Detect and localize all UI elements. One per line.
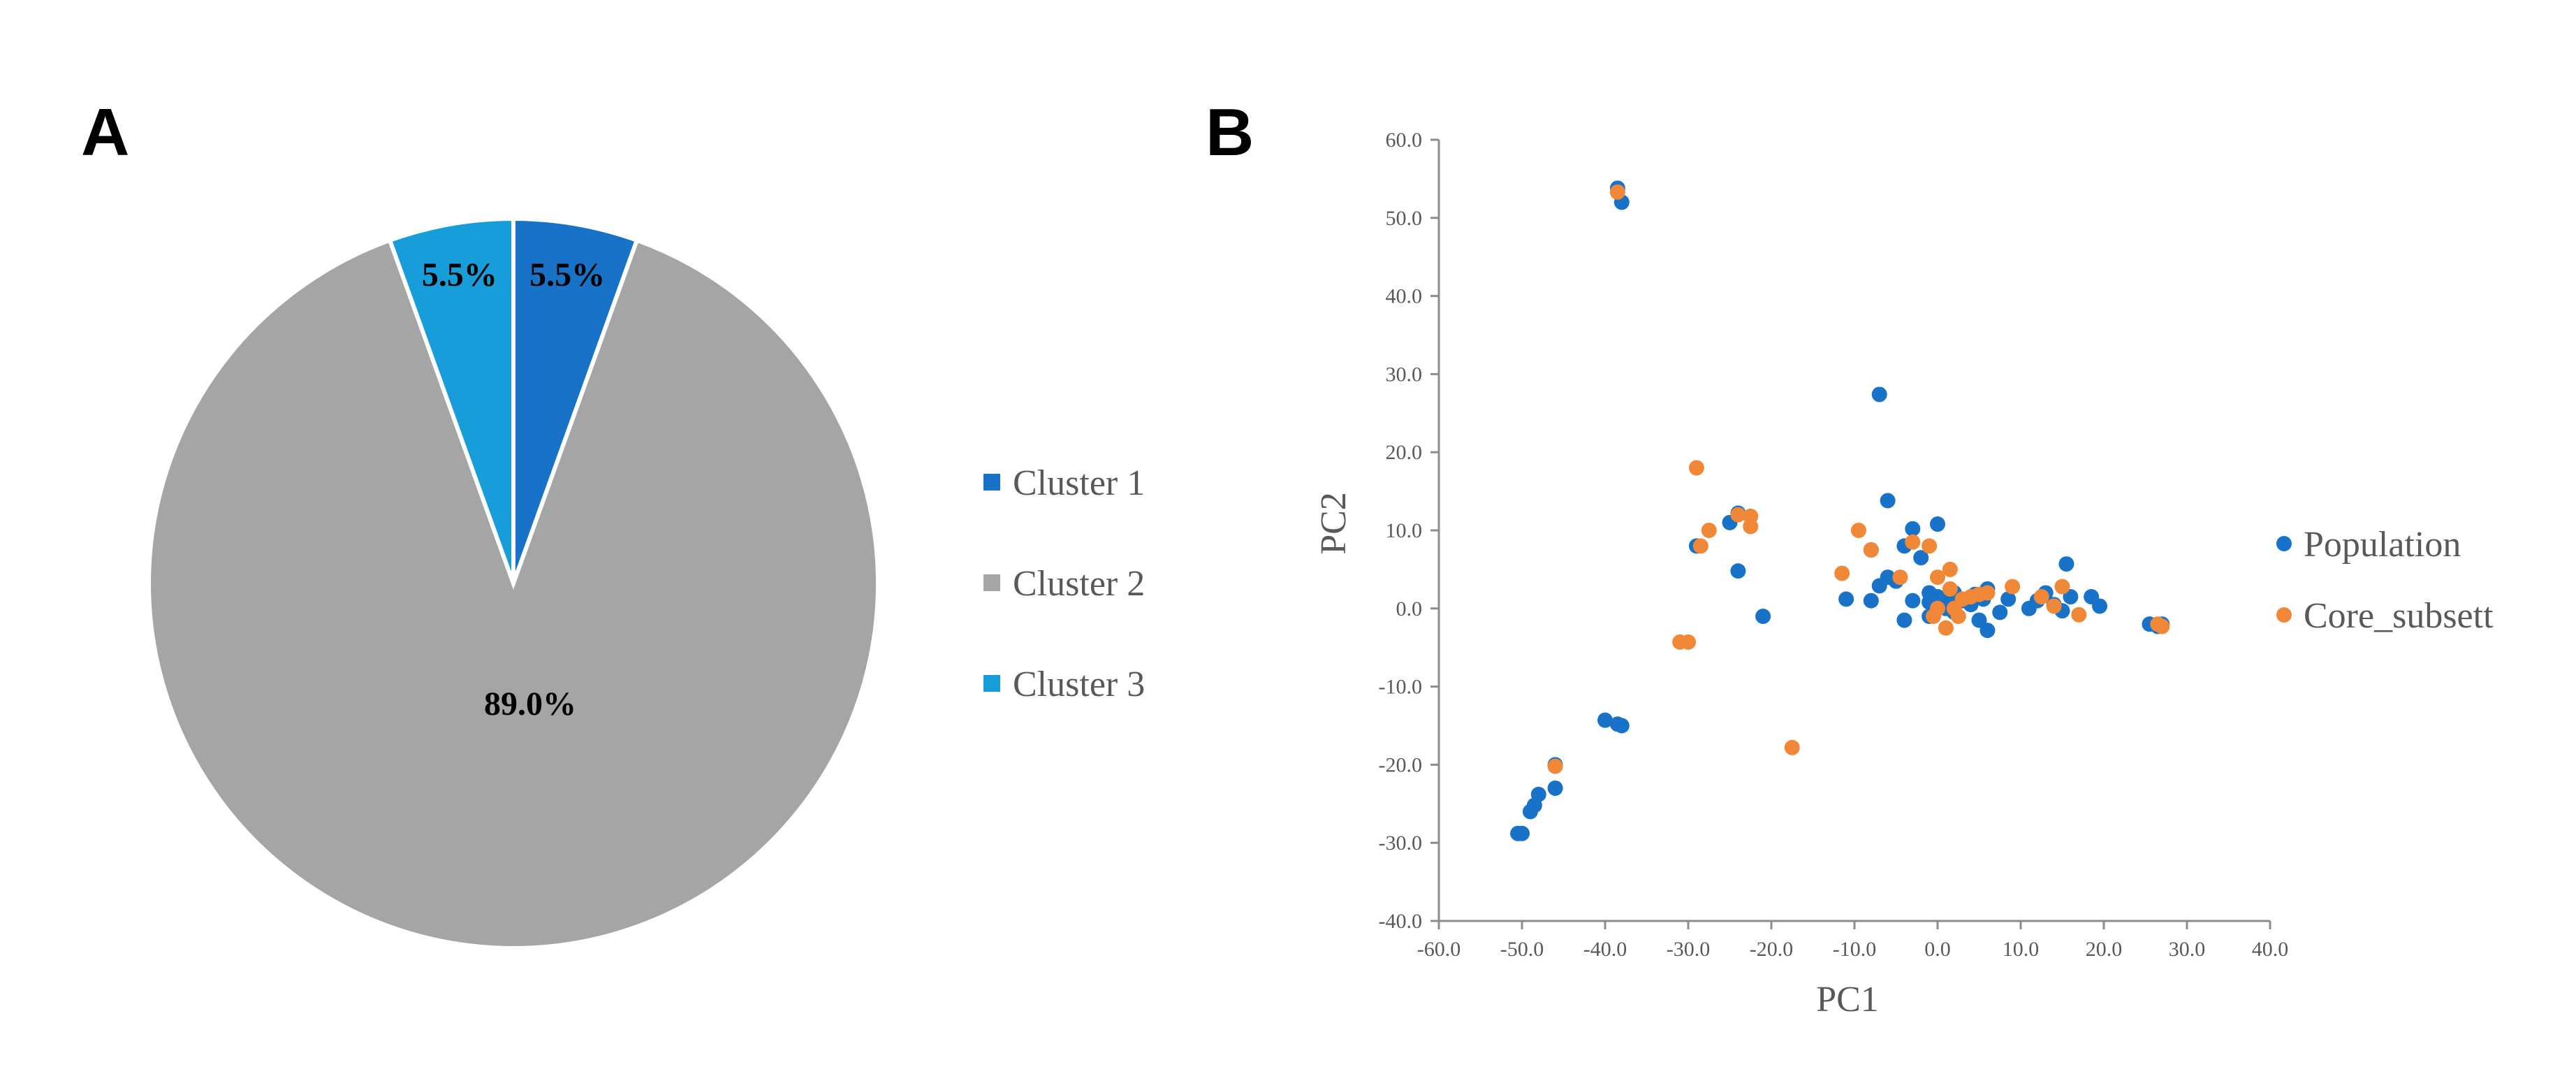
legend-marker — [2276, 536, 2292, 551]
point-core-subsett — [1547, 758, 1563, 774]
point-core-subsett — [2046, 598, 2062, 614]
y-tick-label: 0.0 — [1396, 597, 1423, 620]
x-tick-label: -50.0 — [1500, 938, 1544, 961]
point-population — [1838, 591, 1854, 607]
y-axis-title: PC2 — [1314, 492, 1354, 555]
x-tick-label: 20.0 — [2086, 938, 2123, 961]
point-population — [1896, 612, 1912, 628]
y-tick-label: -10.0 — [1379, 676, 1423, 699]
pie-data-label: 5.5% — [529, 256, 605, 293]
point-core-subsett — [1942, 561, 1958, 577]
legend-label: Population — [2304, 525, 2461, 565]
y-tick-label: 20.0 — [1386, 441, 1423, 464]
legend-marker — [2276, 607, 2292, 623]
x-tick-label: 0.0 — [1924, 938, 1951, 961]
point-core-subsett — [1743, 508, 1759, 524]
point-core-subsett — [1834, 565, 1850, 581]
point-population — [1880, 493, 1896, 509]
point-core-subsett — [1681, 634, 1696, 650]
legend-label: Core_subsett — [2304, 596, 2494, 636]
point-core-subsett — [1942, 581, 1958, 597]
point-core-subsett — [1609, 184, 1625, 200]
point-core-subsett — [2154, 618, 2170, 634]
y-tick-label: -30.0 — [1379, 832, 1423, 855]
y-tick-label: 60.0 — [1386, 129, 1423, 152]
point-population — [1930, 516, 1945, 532]
point-population — [1755, 608, 1771, 624]
y-tick-label: -20.0 — [1379, 753, 1423, 776]
point-population — [1597, 712, 1613, 728]
y-tick-label: -40.0 — [1379, 910, 1423, 933]
legend-swatch — [983, 675, 1000, 692]
point-population — [2000, 591, 2017, 607]
x-tick-label: -10.0 — [1833, 938, 1877, 961]
point-population — [1971, 612, 1987, 628]
point-population — [1530, 786, 1546, 802]
point-core-subsett — [1979, 585, 1996, 601]
point-core-subsett — [1730, 507, 1746, 523]
point-population — [1905, 593, 1921, 609]
legend-label: Cluster 3 — [1013, 665, 1145, 704]
point-core-subsett — [1930, 569, 1945, 586]
point-core-subsett — [1688, 460, 1704, 476]
y-tick-label: 30.0 — [1386, 363, 1423, 386]
y-tick-label: 50.0 — [1386, 207, 1423, 230]
pie-data-label: 5.5% — [422, 256, 497, 293]
legend-swatch — [983, 474, 1000, 491]
legend-label: Cluster 1 — [1013, 463, 1145, 503]
x-tick-label: -20.0 — [1750, 938, 1794, 961]
point-population — [2058, 556, 2074, 572]
point-population — [1613, 718, 1630, 734]
point-core-subsett — [1950, 608, 1966, 624]
point-population — [1863, 593, 1879, 609]
panel-label-a: A — [81, 95, 129, 170]
point-population — [1905, 521, 1921, 537]
point-core-subsett — [2054, 579, 2070, 595]
x-tick-label: 10.0 — [2003, 938, 2040, 961]
point-population — [2092, 598, 2108, 614]
panel-label-b: B — [1206, 95, 1254, 170]
y-tick-label: 10.0 — [1386, 519, 1423, 542]
point-population — [1730, 563, 1746, 579]
x-tick-label: 30.0 — [2169, 938, 2206, 961]
point-core-subsett — [1930, 600, 1945, 616]
point-core-subsett — [1850, 523, 1866, 538]
point-core-subsett — [1784, 739, 1800, 755]
point-core-subsett — [2033, 589, 2049, 605]
point-core-subsett — [1892, 569, 1908, 586]
point-core-subsett — [1863, 542, 1879, 558]
point-core-subsett — [1922, 538, 1938, 554]
pie-chart: 5.5% 89.0% 5.5% Cluster 1 Cluster 2 Cluster 3 — [147, 216, 1145, 950]
y-tick-label: 40.0 — [1386, 285, 1423, 308]
x-tick-label: -40.0 — [1583, 938, 1627, 961]
point-core-subsett — [2071, 607, 2087, 623]
point-core-subsett — [1701, 523, 1717, 538]
point-population — [1992, 604, 2008, 620]
scatter-chart: 60.0 50.0 40.0 30.0 20.0 10.0 0.0 -10.0 -20.0 -30… — [1314, 129, 2494, 1019]
point-core-subsett — [1938, 620, 1954, 636]
point-population — [1930, 589, 1945, 605]
point-core-subsett — [1692, 538, 1708, 554]
x-axis-title: PC1 — [1816, 980, 1879, 1019]
point-population — [1979, 623, 1996, 639]
x-tick-label: 40.0 — [2252, 938, 2289, 961]
point-population — [1547, 780, 1563, 796]
pie-slice-cluster-3 — [387, 216, 515, 585]
point-population — [1514, 825, 1530, 841]
x-tick-label: -60.0 — [1417, 938, 1461, 961]
point-population — [1871, 386, 1887, 402]
pie-data-label: 89.0% — [484, 685, 576, 723]
point-core-subsett — [2005, 579, 2021, 595]
legend-swatch — [983, 574, 1000, 591]
point-population — [1913, 550, 1929, 566]
pie-slice-cluster-2 — [147, 238, 880, 950]
legend-label: Cluster 2 — [1013, 564, 1145, 604]
x-tick-label: -30.0 — [1667, 938, 1711, 961]
point-population — [2063, 589, 2079, 605]
point-core-subsett — [1905, 534, 1921, 550]
